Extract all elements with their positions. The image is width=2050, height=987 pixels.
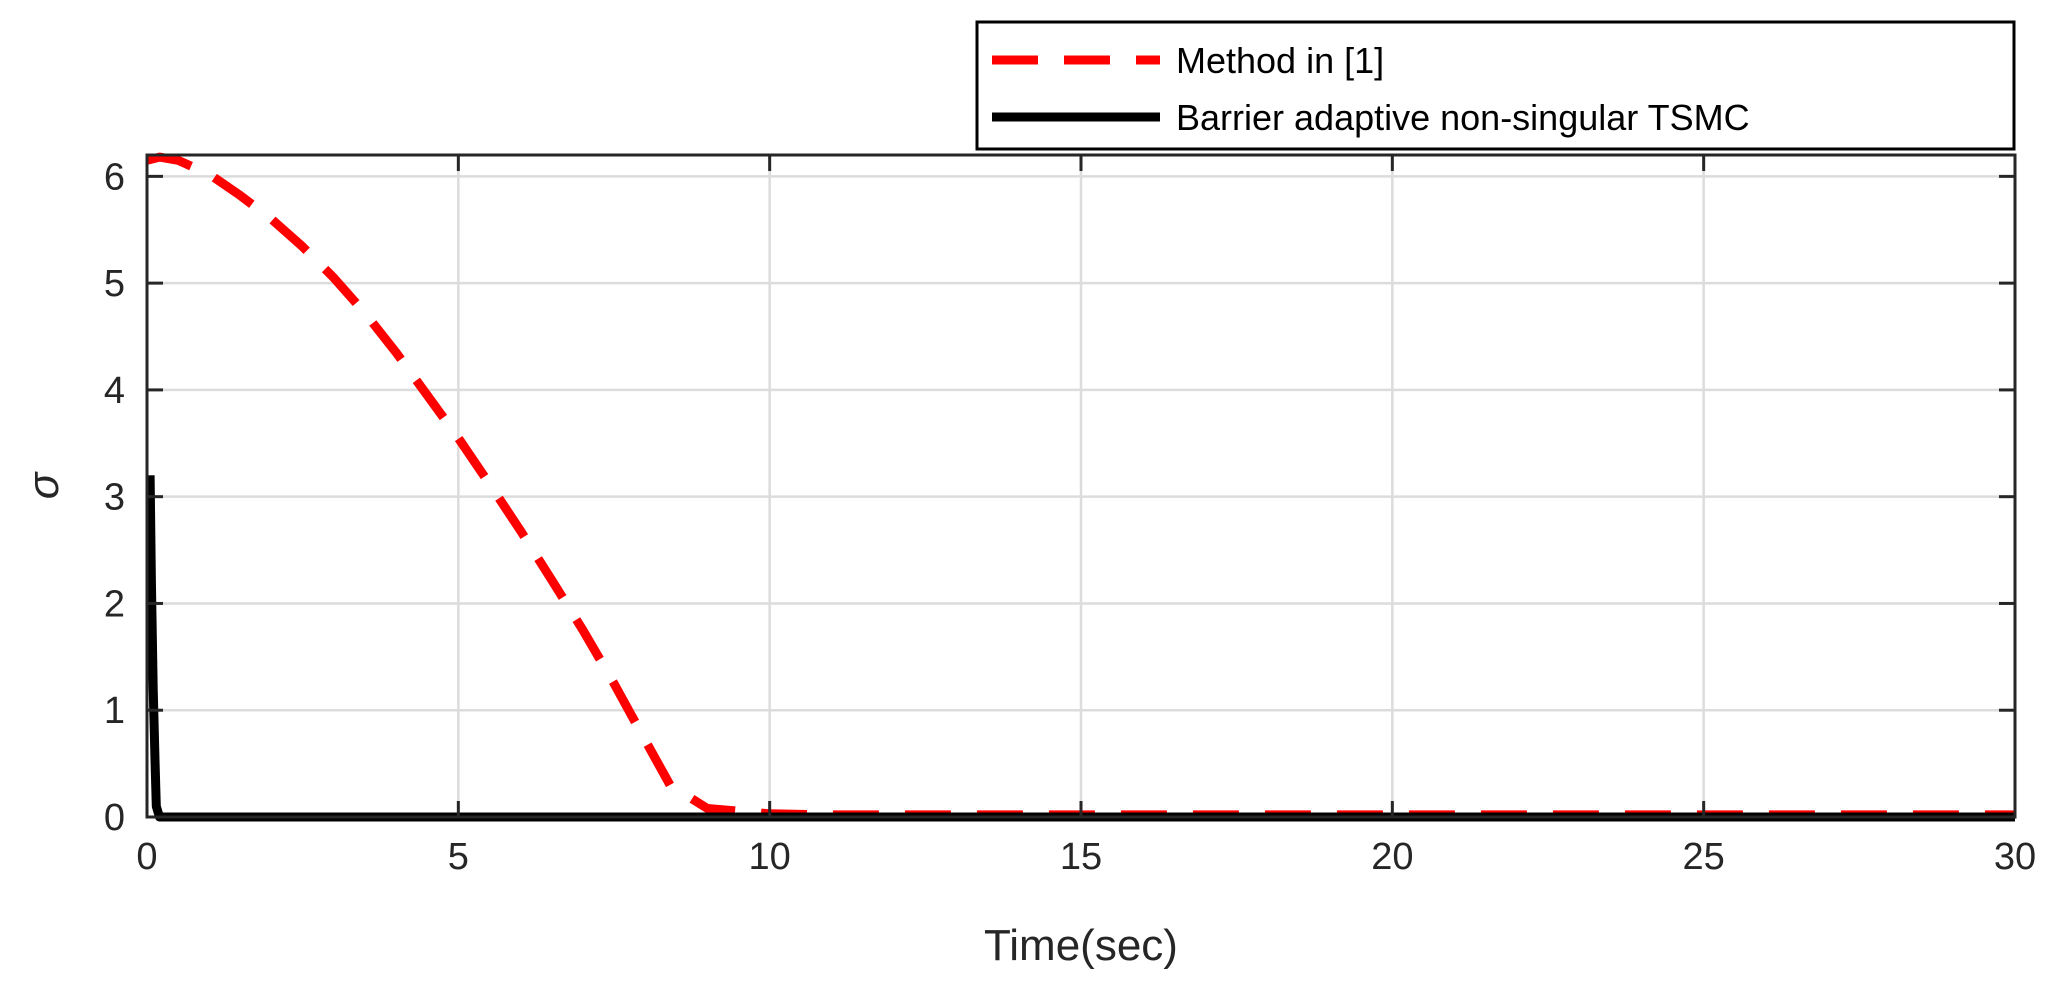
x-tick-label: 0 (136, 836, 157, 878)
x-tick-label: 10 (749, 836, 791, 878)
y-tick-label: 1 (104, 690, 125, 732)
x-tick-label: 25 (1683, 836, 1725, 878)
legend-label-barrier-tsmc: Barrier adaptive non-singular TSMC (1176, 97, 1750, 138)
y-tick-label: 0 (104, 797, 125, 839)
y-tick-label: 2 (104, 583, 125, 625)
y-axis-title: σ (19, 471, 68, 499)
x-axis-title: Time(sec) (984, 921, 1178, 970)
legend: Method in [1] Barrier adaptive non-singu… (975, 20, 2016, 151)
x-tick-label: 15 (1060, 836, 1102, 878)
x-tick-label: 30 (1994, 836, 2036, 878)
y-tick-label: 4 (104, 370, 125, 412)
legend-label-method-in-1: Method in [1] (1176, 40, 1384, 81)
y-tick-labels: 0 1 2 3 4 5 6 (104, 156, 125, 839)
x-tick-label: 20 (1371, 836, 1413, 878)
axis-ticks (145, 155, 2017, 819)
y-tick-label: 6 (104, 156, 125, 198)
y-tick-label: 3 (104, 477, 125, 519)
y-tick-label: 5 (104, 263, 125, 305)
x-tick-label: 5 (448, 836, 469, 878)
grid-lines (147, 155, 2015, 817)
legend-box (975, 20, 2016, 151)
x-tick-labels: 0 5 10 15 20 25 30 (136, 836, 2036, 878)
